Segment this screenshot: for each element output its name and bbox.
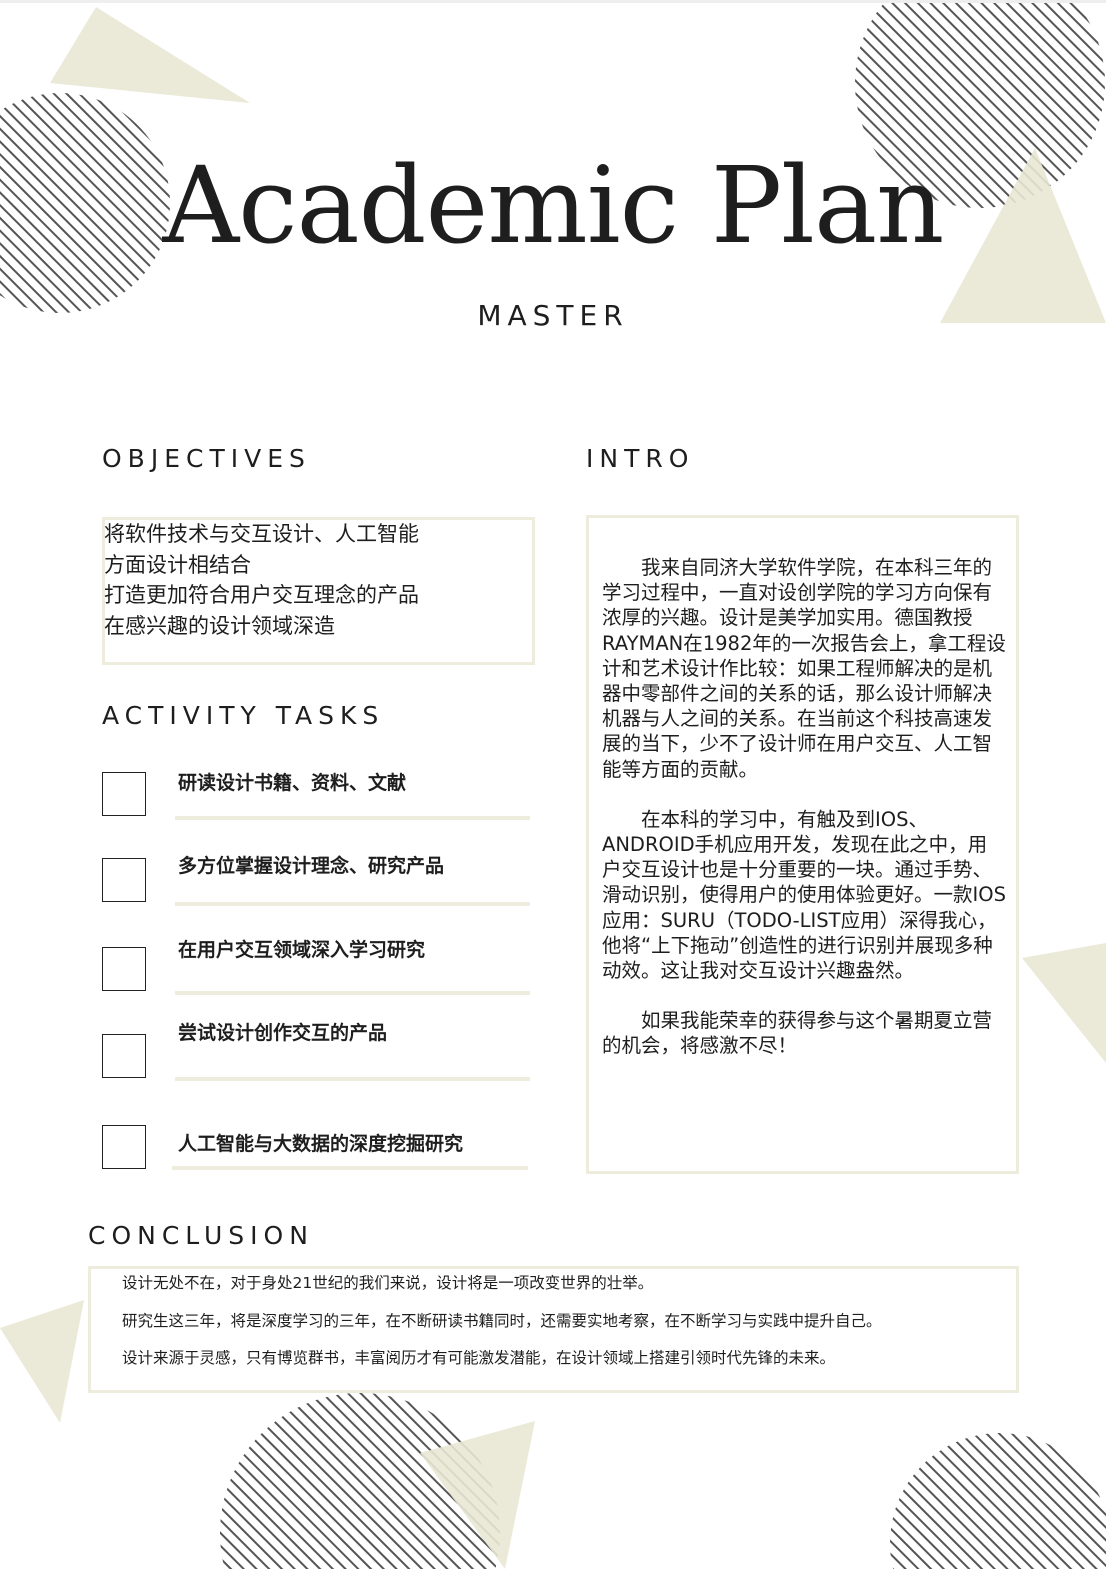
beige-triangle-right-middle	[1022, 943, 1106, 1063]
intro-text: 我来自同济大学软件学院，在本科三年的学习过程中，一直对设创学院的学习方向保有浓厚…	[602, 555, 1006, 1084]
task-label-3: 在用户交互领域深入学习研究	[178, 939, 426, 961]
beige-triangle-bottom	[420, 1421, 535, 1569]
conclusion-line: 研究生这三年，将是深度学习的三年，在不断研读书籍同时，还需要实地考察，在不断学习…	[122, 1311, 882, 1330]
task-underline	[172, 1166, 528, 1170]
task-underline	[175, 902, 530, 906]
objective-line: 打造更加符合用户交互理念的产品	[104, 583, 419, 607]
task-checkbox-4[interactable]	[102, 1034, 146, 1078]
task-label-1: 研读设计书籍、资料、文献	[178, 772, 407, 794]
objectives-box	[102, 517, 535, 665]
task-checkbox-5[interactable]	[102, 1125, 146, 1169]
objective-line: 在感兴趣的设计领域深造	[104, 613, 335, 638]
activity-tasks-heading: ACTIVITY TASKS	[102, 701, 385, 730]
objectives-text: 将软件技术与交互设计、人工智能 方面设计相结合 打造更加符合用户交互理念的产品 …	[104, 519, 524, 641]
conclusion-heading: CONCLUSION	[88, 1221, 314, 1250]
intro-box	[586, 515, 1019, 1174]
objective-line: 方面设计相结合	[104, 552, 251, 577]
beige-triangle-bottom-left	[0, 1300, 84, 1423]
document-subtitle: MASTER	[477, 299, 629, 332]
striped-circle-bottom	[220, 1393, 500, 1569]
intro-paragraph: 在本科的学习中，有触及到IOS、ANDROID手机应用开发，发现在此之中，用户交…	[602, 807, 1006, 983]
conclusion-line: 设计来源于灵感，只有博览群书，丰富阅历才有可能激发潜能，在设计领域上搭建引领时代…	[122, 1349, 836, 1367]
task-underline	[175, 991, 530, 995]
task-checkbox-3[interactable]	[102, 947, 146, 991]
objectives-heading: OBJECTIVES	[102, 444, 311, 473]
intro-paragraph: 如果我能荣幸的获得参与这个暑期夏立营的机会，将感激不尽！	[602, 1009, 993, 1058]
task-label-5: 人工智能与大数据的深度挖掘研究	[178, 1133, 464, 1155]
striped-circle-bottom-right	[890, 1433, 1106, 1569]
conclusion-line: 设计无处不在，对于身处21世纪的我们来说，设计将是一项改变世界的壮举。	[122, 1274, 654, 1292]
beige-triangle-top-left	[50, 7, 250, 103]
intro-heading: INTRO	[586, 444, 695, 473]
objective-line: 将软件技术与交互设计、人工智能	[104, 522, 419, 546]
task-label-2: 多方位掌握设计理念、研究产品	[178, 855, 445, 877]
task-label-4: 尝试设计创作交互的产品	[178, 1022, 388, 1044]
intro-paragraph: 我来自同济大学软件学院，在本科三年的学习过程中，一直对设创学院的学习方向保有浓厚…	[602, 556, 1006, 781]
task-underline	[175, 816, 530, 820]
task-underline	[175, 1077, 530, 1081]
conclusion-box	[88, 1266, 1019, 1393]
task-checkbox-1[interactable]	[102, 772, 146, 816]
task-checkbox-2[interactable]	[102, 858, 146, 902]
document-title: Academic Plan	[162, 144, 945, 267]
conclusion-text: 设计无处不在，对于身处21世纪的我们来说，设计将是一项改变世界的壮举。 研究生这…	[122, 1273, 1002, 1386]
